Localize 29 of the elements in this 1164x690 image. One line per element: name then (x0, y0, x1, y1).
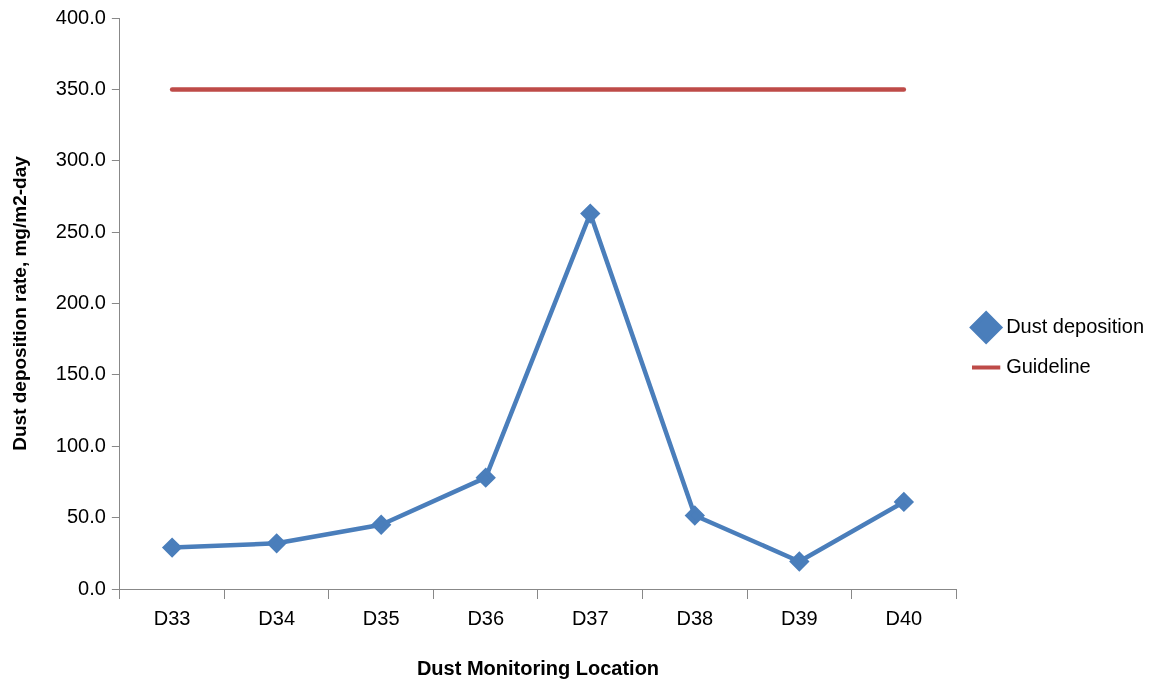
x-tick-label: D34 (258, 606, 295, 629)
legend-label: Guideline (1006, 355, 1091, 378)
x-tick-label: D39 (780, 606, 818, 629)
y-tick-label: 400.0 (55, 5, 106, 28)
point (685, 506, 705, 525)
x-tick-label: D40 (885, 606, 923, 629)
x-tick-label: D37 (571, 606, 609, 629)
x-tick-label: D38 (676, 606, 714, 629)
point (476, 468, 495, 487)
point (267, 534, 286, 553)
y-tick-label: 0.0 (78, 576, 106, 599)
x-axis-title: Dust Monitoring Location (416, 656, 660, 679)
point (790, 552, 809, 571)
y-tick-label: 250.0 (55, 219, 106, 242)
point (581, 204, 600, 223)
x-tick-label: D33 (153, 606, 191, 629)
y-axis-title: Dust deposition rate, mg/m2-day (8, 155, 30, 451)
y-tick-label: 150.0 (55, 362, 106, 385)
y-tick-label: 50.0 (66, 505, 106, 528)
point (894, 492, 914, 512)
y-tick-label: 200.0 (55, 291, 106, 314)
x-tick-label: D35 (362, 606, 400, 629)
x-tick-label: D36 (467, 606, 505, 629)
y-tick-label: 350.0 (55, 76, 106, 99)
point (162, 538, 182, 557)
y-tick-label: 100.0 (55, 433, 106, 456)
legend-label: Dust deposition (1006, 315, 1145, 338)
y-tick-label: 300.0 (55, 148, 106, 171)
point (371, 515, 391, 535)
